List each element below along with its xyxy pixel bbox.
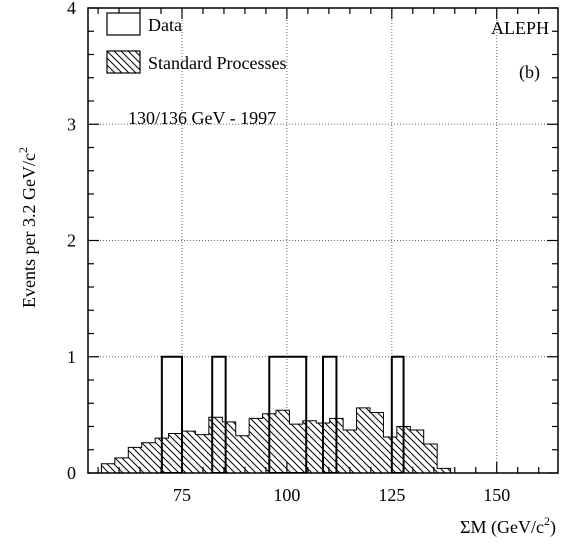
x-tick-label: 100 xyxy=(273,485,300,505)
energy-year-annotation: 130/136 GeV - 1997 xyxy=(128,108,276,128)
legend-swatch-standard-processes xyxy=(106,50,141,74)
standard-processes-outline xyxy=(100,407,558,473)
data-bin xyxy=(390,355,405,473)
data-bin xyxy=(322,355,338,473)
axis-tick-labels: 75 100 125 150 0 1 2 3 4 xyxy=(67,0,510,505)
legend-label-data: Data xyxy=(148,15,182,35)
x-tick-label: 75 xyxy=(173,485,191,505)
y-tick-label: 2 xyxy=(67,231,76,251)
data-bin xyxy=(160,355,184,473)
legend-label-standard-processes: Standard Processes xyxy=(148,53,286,73)
standard-processes-histogram xyxy=(100,407,558,473)
y-tick-label: 0 xyxy=(67,463,76,483)
x-tick-label: 150 xyxy=(483,485,510,505)
legend-swatch-data xyxy=(106,12,141,36)
y-tick-label: 3 xyxy=(67,114,76,134)
legend: Data Standard Processes xyxy=(106,12,286,74)
x-axis-label: ΣM (GeV/c2) xyxy=(460,514,556,538)
axis-ticks xyxy=(88,7,558,474)
x-tick-label: 125 xyxy=(378,485,405,505)
y-tick-label: 4 xyxy=(67,0,76,18)
experiment-label: ALEPH xyxy=(491,18,549,38)
standard-processes-fill xyxy=(101,407,558,473)
y-axis-label: Events per 3.2 GeV/c2 xyxy=(16,147,39,308)
data-bin xyxy=(268,355,308,473)
data-bin xyxy=(211,355,227,473)
panel-label: (b) xyxy=(519,62,540,83)
data-histogram xyxy=(160,355,405,473)
y-tick-label: 1 xyxy=(67,347,76,367)
